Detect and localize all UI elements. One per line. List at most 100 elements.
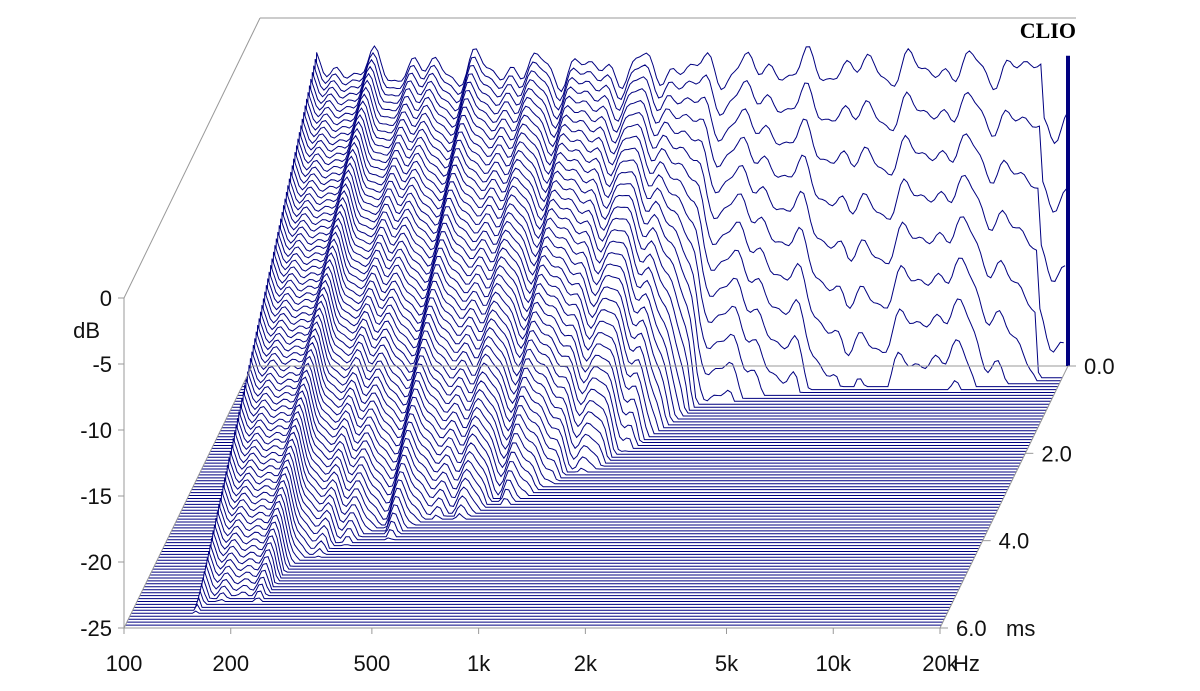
x-tick-label: 10k xyxy=(816,651,852,676)
slice-trace xyxy=(227,162,1044,417)
slice-trace xyxy=(236,121,1053,399)
slice-trace xyxy=(147,537,963,582)
slice-trace xyxy=(177,398,994,520)
y-tick-label: -25 xyxy=(80,616,112,641)
slice-trace xyxy=(170,431,986,535)
x-tick-label: 1k xyxy=(467,651,491,676)
slice-trace xyxy=(193,324,1009,488)
slice-trace xyxy=(231,141,1048,408)
slice-trace xyxy=(226,169,1043,420)
y-tick-label: -15 xyxy=(80,484,112,509)
slice-trace xyxy=(185,358,1002,502)
slice-trace xyxy=(220,196,1037,432)
slice-trace xyxy=(201,285,1018,470)
x-tick-label: 2k xyxy=(574,651,598,676)
slice-trace xyxy=(167,444,984,541)
z-tick-label: 4.0 xyxy=(999,529,1030,554)
slice-fill xyxy=(184,365,1001,505)
slice-trace xyxy=(175,404,992,523)
plot-frame xyxy=(123,17,1076,628)
y-axis-ticks: 0 -5 -10 -15 -20 -25 xyxy=(80,286,124,641)
x-axis-label: Hz xyxy=(953,651,980,676)
slice-fill xyxy=(185,358,1002,502)
slice-trace xyxy=(188,344,1005,496)
z-axis-ticks: 0.0 2.0 4.0 6.0 xyxy=(940,354,1115,641)
slice-trace xyxy=(243,86,1060,385)
slice-trace xyxy=(241,93,1058,388)
slice-trace xyxy=(191,331,1008,491)
slice-trace xyxy=(164,457,981,547)
slice-trace xyxy=(247,65,1064,376)
y-tick-label: 0 xyxy=(100,286,112,311)
slice-trace xyxy=(134,596,951,608)
slice-fill xyxy=(138,577,955,599)
slice-trace xyxy=(168,438,985,538)
slice-trace xyxy=(174,411,991,526)
slice-trace xyxy=(214,224,1031,443)
slice-trace xyxy=(131,610,948,614)
slice-trace xyxy=(139,571,956,597)
slice-trace xyxy=(171,424,988,532)
back-left-edge xyxy=(123,17,261,299)
slice-trace xyxy=(221,190,1038,429)
slice-trace xyxy=(180,384,997,514)
slice-trace xyxy=(161,471,978,552)
slice-trace xyxy=(216,217,1032,441)
z-axis-label: ms xyxy=(1006,616,1035,641)
z-tick-label: 0.0 xyxy=(1084,354,1115,379)
slice-trace xyxy=(165,451,982,544)
y-tick-label: -5 xyxy=(92,352,112,377)
slice-trace xyxy=(230,148,1047,411)
x-tick-label: 100 xyxy=(106,651,143,676)
slice-trace xyxy=(239,107,1056,393)
slice-trace xyxy=(160,477,976,555)
slice-trace xyxy=(211,238,1028,449)
slice-trace xyxy=(135,589,952,605)
slice-trace xyxy=(155,497,972,564)
slice-trace xyxy=(217,210,1034,438)
slice-trace xyxy=(148,531,965,579)
slice-trace xyxy=(172,418,989,529)
y-tick-label: -10 xyxy=(80,418,112,443)
slice-trace xyxy=(200,291,1017,473)
slice-trace xyxy=(149,524,966,576)
slice-trace xyxy=(250,51,1067,370)
slice-trace xyxy=(249,58,1066,373)
slice-trace xyxy=(229,155,1045,414)
slice-trace xyxy=(213,231,1030,446)
slice-trace xyxy=(206,265,1022,461)
slice-trace xyxy=(136,582,953,602)
x-axis-ticks: 100 200 500 1k 2k 5k 10k 20k xyxy=(106,628,959,676)
decay-slices xyxy=(124,45,1069,629)
x-tick-label: 20k xyxy=(922,651,958,676)
slice-trace xyxy=(187,351,1004,499)
slice-trace xyxy=(197,304,1014,479)
slice-trace xyxy=(210,245,1027,452)
x-tick-label: 5k xyxy=(715,651,739,676)
slice-trace xyxy=(246,72,1063,379)
slice-trace xyxy=(198,298,1015,476)
slice-trace xyxy=(142,557,959,591)
slice-trace xyxy=(234,127,1051,402)
slice-trace xyxy=(208,251,1025,455)
slice-trace xyxy=(183,371,999,508)
slice-trace xyxy=(233,134,1050,405)
slice-trace xyxy=(224,176,1041,423)
slice-trace xyxy=(203,278,1020,467)
slice-trace xyxy=(162,464,979,549)
slice-trace xyxy=(195,311,1012,482)
slice-trace xyxy=(184,364,1001,505)
slice-trace xyxy=(237,114,1054,396)
slice-trace xyxy=(141,564,958,594)
slice-trace xyxy=(152,511,969,570)
slice-trace xyxy=(158,484,975,558)
slice-trace xyxy=(240,100,1057,391)
slice-trace xyxy=(154,504,971,567)
slice-trace xyxy=(181,378,998,511)
slice-trace xyxy=(244,79,1061,382)
y-tick-label: -20 xyxy=(80,550,112,575)
slice-trace xyxy=(252,45,1069,367)
z-tick-label: 6.0 xyxy=(956,616,987,641)
slice-trace xyxy=(157,491,974,561)
slice-trace xyxy=(138,577,955,600)
